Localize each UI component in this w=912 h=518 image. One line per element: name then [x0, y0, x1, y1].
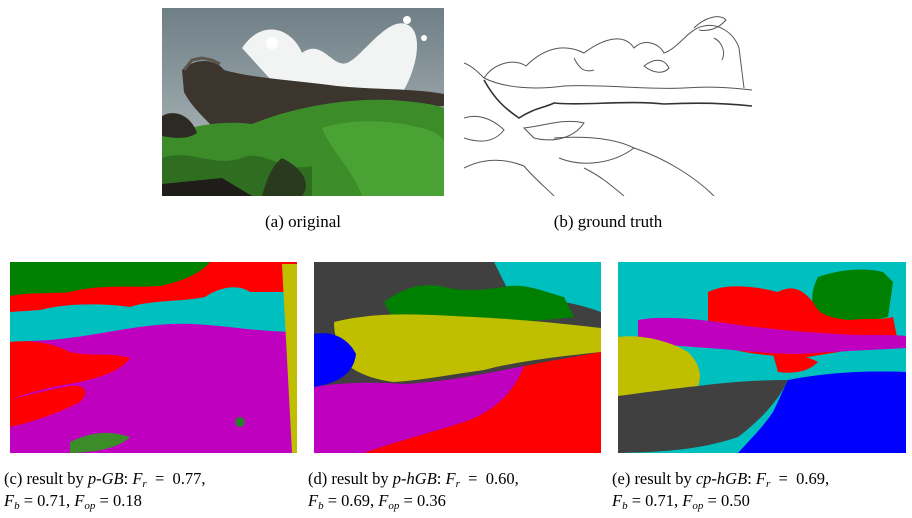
- caption-d-fop-label: F: [378, 491, 389, 510]
- caption-c-fr-value: 0.77,: [172, 469, 206, 488]
- caption-c-line1: (c) result by p-GB: Fr = 0.77,: [4, 469, 206, 490]
- caption-e-line2: Fb = 0.71, Fop = 0.50: [612, 491, 750, 512]
- caption-c-fop-label: F: [74, 491, 85, 510]
- caption-e-fop-sub: op: [692, 500, 704, 512]
- caption-e-fr-value: 0.69,: [796, 469, 830, 488]
- segmentation-p-hgb: [314, 262, 601, 453]
- caption-c-fr-label: F: [132, 469, 143, 488]
- caption-c-fr-sub: r: [142, 478, 147, 490]
- caption-d: (d) result by p-hGB: Fr = 0.60, Fb = 0.6…: [308, 468, 608, 512]
- caption-c-fb-label: F: [4, 491, 15, 510]
- caption-d-fb-label: F: [308, 491, 319, 510]
- caption-e: (e) result by cp-hGB: Fr = 0.69, Fb = 0.…: [612, 468, 912, 512]
- caption-d-fop-sub: op: [388, 500, 400, 512]
- caption-d-method: p-hGB: [392, 469, 437, 488]
- caption-e-fr-sub: r: [766, 478, 771, 490]
- caption-e-fr-label: F: [755, 469, 766, 488]
- caption-d-line2: Fb = 0.69, Fop = 0.36: [308, 491, 446, 512]
- caption-d-line1: (d) result by p-hGB: Fr = 0.60,: [308, 469, 519, 490]
- caption-d-prefix: (d) result by: [308, 469, 393, 488]
- segmentation-p-gb: [10, 262, 297, 453]
- ground-truth-image: [464, 8, 752, 196]
- caption-d-fr-label: F: [445, 469, 456, 488]
- caption-c-fop-sub: op: [84, 500, 96, 512]
- caption-a-text: (a) original: [265, 212, 341, 231]
- caption-e-method: cp-hGB: [695, 469, 748, 488]
- caption-b: (b) ground truth: [464, 211, 752, 233]
- caption-c: (c) result by p-GB: Fr = 0.77, Fb = 0.71…: [4, 468, 304, 512]
- caption-e-fb-label: F: [612, 491, 623, 510]
- caption-e-fb-value: 0.71,: [645, 491, 679, 510]
- segmentation-cp-hgb: [618, 262, 906, 453]
- caption-e-fop-value: 0.50: [720, 491, 750, 510]
- caption-d-fr-sub: r: [455, 478, 460, 490]
- caption-e-fb-sub: b: [622, 500, 628, 512]
- original-image: [162, 8, 444, 196]
- caption-c-line2: Fb = 0.71, Fop = 0.18: [4, 491, 142, 512]
- caption-e-line1: (e) result by cp-hGB: Fr = 0.69,: [612, 469, 830, 490]
- caption-e-fop-label: F: [682, 491, 693, 510]
- caption-b-text: (b) ground truth: [553, 212, 663, 231]
- caption-d-fb-value: 0.69,: [341, 491, 375, 510]
- caption-c-fb-sub: b: [14, 500, 20, 512]
- caption-c-fop-value: 0.18: [112, 491, 142, 510]
- caption-c-prefix: (c) result by: [4, 469, 88, 488]
- caption-d-fb-sub: b: [318, 500, 324, 512]
- caption-e-prefix: (e) result by: [612, 469, 696, 488]
- caption-c-method: p-GB: [87, 469, 124, 488]
- caption-d-fop-value: 0.36: [416, 491, 446, 510]
- caption-c-fb-value: 0.71,: [37, 491, 71, 510]
- caption-d-fr-value: 0.60,: [485, 469, 519, 488]
- caption-a: (a) original: [162, 211, 444, 233]
